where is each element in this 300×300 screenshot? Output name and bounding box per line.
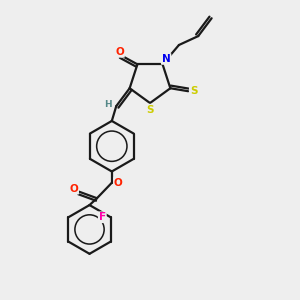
Text: S: S [190,86,197,96]
Text: S: S [146,105,154,115]
Text: F: F [99,212,106,222]
Text: H: H [104,100,112,109]
Text: N: N [162,54,170,64]
Text: O: O [69,184,78,194]
Text: O: O [115,47,124,57]
Text: O: O [114,178,123,188]
